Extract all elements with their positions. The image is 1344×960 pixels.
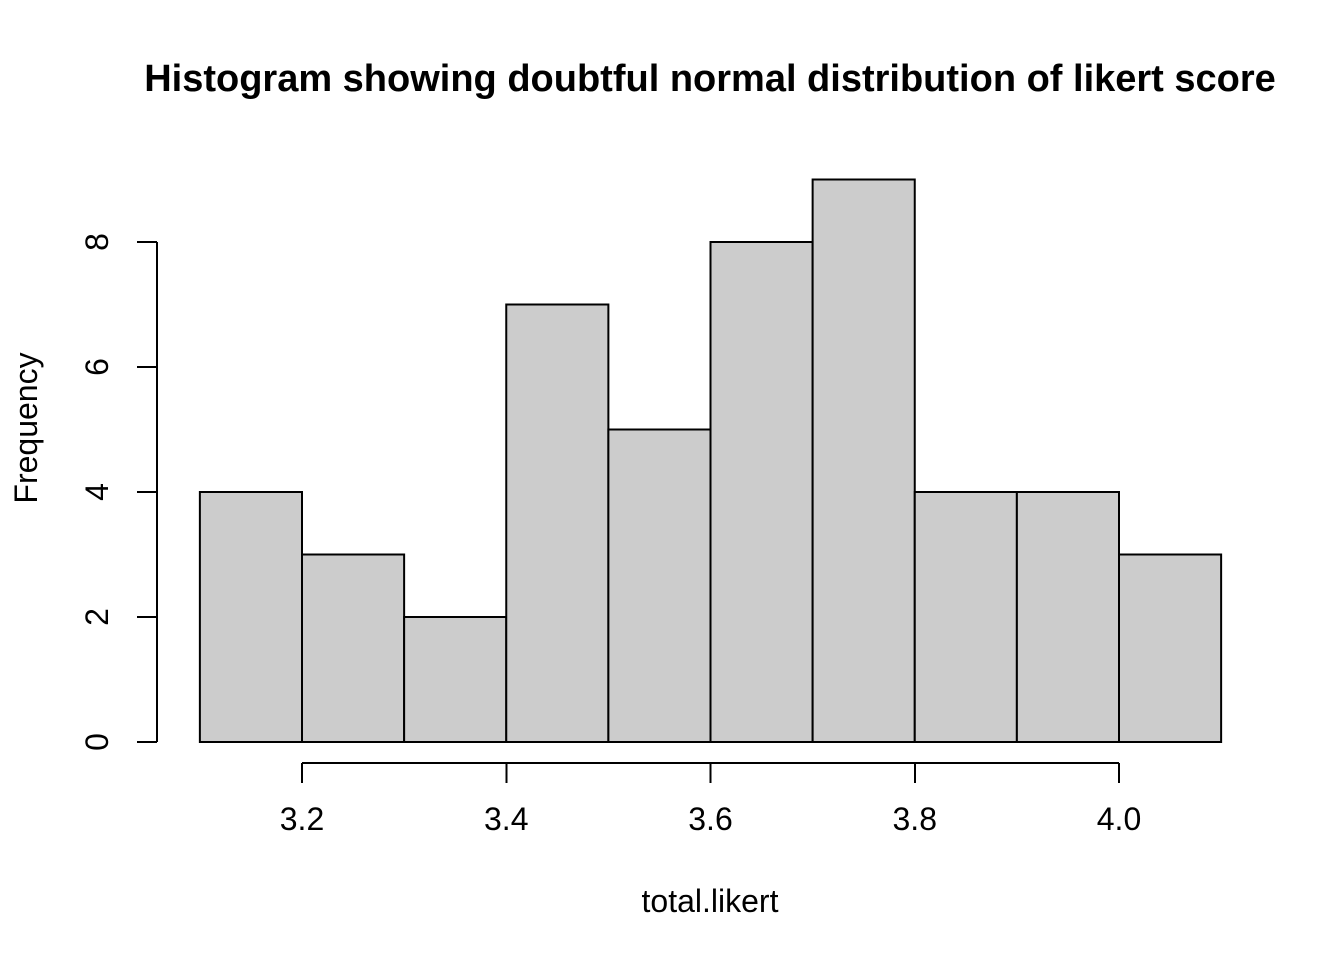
histogram-bar [301, 553, 406, 743]
x-tick-label: 3.6 [688, 801, 733, 837]
x-tick-label: 4.0 [1096, 801, 1142, 837]
histogram-bar [505, 303, 610, 743]
histogram-bar [198, 491, 303, 743]
x-axis-label: total.likert [641, 883, 779, 919]
x-tick-label: 3.4 [484, 801, 529, 837]
histogram-bar [1015, 491, 1120, 743]
y-tick-label: 4 [79, 483, 115, 501]
y-tick-label: 2 [79, 608, 115, 626]
y-tick-label: 8 [79, 233, 115, 251]
chart-title: Histogram showing doubtful normal distri… [144, 58, 1276, 100]
x-tick-label: 3.2 [279, 801, 325, 837]
histogram-bar [607, 428, 712, 743]
histogram-bar [1118, 553, 1223, 743]
histogram-bar [709, 241, 814, 743]
x-tick-label: 3.8 [892, 801, 937, 837]
y-tick-label: 6 [79, 358, 115, 376]
histogram-bar [913, 491, 1018, 743]
histogram-bar [811, 178, 916, 743]
histogram-bar [403, 616, 508, 743]
y-tick-label: 0 [79, 733, 115, 751]
